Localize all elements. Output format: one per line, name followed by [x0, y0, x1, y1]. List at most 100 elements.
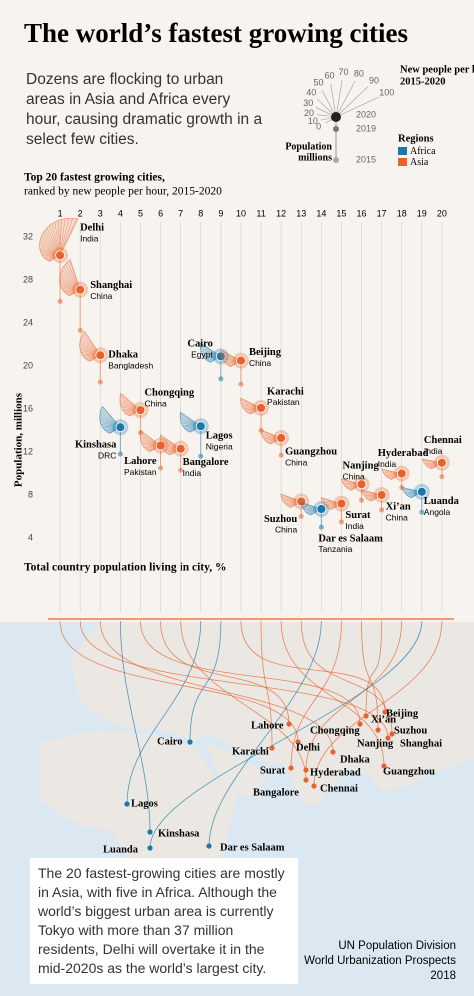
x-tick-label: 12 — [276, 208, 286, 218]
city-label: Karachi — [267, 386, 304, 397]
map-dot — [303, 767, 309, 773]
map-dot — [385, 735, 391, 741]
x-tick-label: 3 — [98, 208, 103, 218]
dot-2020 — [95, 350, 106, 361]
dot-2020 — [135, 405, 146, 415]
x-tick-label: 2 — [78, 208, 83, 218]
x-tick-label: 18 — [397, 208, 407, 218]
x-tick-label: 6 — [158, 208, 163, 218]
y-tick-label: 32 — [23, 231, 33, 241]
fan-rib — [66, 262, 81, 290]
map-label: Bangalore — [253, 787, 299, 798]
dot-2020 — [316, 504, 327, 514]
x-tick-label: 10 — [236, 208, 246, 218]
legend-dot — [333, 126, 339, 132]
y-tick-label: 4 — [28, 532, 33, 542]
legend-rib — [321, 90, 337, 118]
x-tick-label: 13 — [296, 208, 306, 218]
fan-rib — [46, 227, 61, 256]
dot-2020 — [376, 490, 387, 500]
country-label: China — [144, 398, 166, 408]
fan-rib — [59, 218, 66, 256]
fan-rib — [59, 218, 73, 256]
x-tick-label: 17 — [377, 208, 387, 218]
dot-2015 — [238, 381, 244, 387]
dot-2020 — [416, 486, 427, 497]
size-label: millions — [298, 152, 332, 163]
map-dot — [357, 721, 363, 727]
legend-tick-label: 30 — [303, 98, 313, 108]
dot-2020 — [437, 457, 447, 468]
fan-rib — [59, 218, 69, 256]
city-label: Cairo — [187, 339, 212, 350]
x-tick-label: 7 — [178, 208, 183, 218]
y-tick-label: 20 — [23, 360, 33, 370]
dot-2015 — [57, 299, 63, 304]
map-dot — [295, 739, 301, 745]
x-tick-label: 20 — [437, 208, 447, 218]
city-label: Lagos — [206, 431, 233, 442]
map-label: Chennai — [320, 783, 358, 794]
legend-subtitle: 2015-2020 — [400, 76, 446, 87]
city-label: Chongqing — [144, 387, 194, 398]
city-label: Luanda — [424, 496, 460, 507]
dot-2020 — [336, 498, 347, 509]
dot-2015 — [77, 328, 83, 334]
legend-tick-label: 50 — [313, 78, 323, 88]
dot-2020 — [236, 355, 246, 366]
dot-2015 — [359, 497, 365, 503]
x-tick-label: 9 — [218, 208, 223, 218]
dot-2015 — [278, 452, 284, 458]
fan-rib — [59, 219, 62, 256]
link — [160, 620, 290, 725]
map-dot — [330, 749, 336, 755]
country-label: China — [249, 358, 271, 368]
dot-2015 — [379, 507, 385, 513]
map-dot — [382, 709, 388, 715]
map-dot — [375, 727, 381, 733]
y-tick-label: 16 — [23, 403, 33, 413]
country-label: India — [378, 459, 397, 469]
city-label: Surat — [345, 510, 371, 521]
legend-year: 2019 — [356, 123, 376, 133]
dot-2020 — [195, 421, 206, 432]
link — [313, 620, 443, 787]
note: The 20 fastest-growing cities are mostly… — [30, 858, 298, 984]
link — [140, 620, 361, 725]
map-dot — [288, 765, 294, 771]
x-tick-label: 14 — [316, 208, 326, 218]
source: 2018 — [430, 970, 456, 982]
link — [180, 620, 307, 781]
map-label: Lagos — [131, 798, 158, 809]
map-label: Delhi — [296, 742, 320, 753]
link — [119, 620, 151, 833]
map-dot — [124, 801, 130, 807]
legend-tick-label: 70 — [338, 67, 348, 77]
city-label: Kinshasa — [75, 440, 117, 451]
x-tick-label: 8 — [198, 208, 203, 218]
city-label: Guangzhou — [285, 446, 337, 457]
y-tick-label: 24 — [23, 317, 33, 327]
dot-2015 — [298, 514, 304, 519]
bar-title: Total country population living in city,… — [24, 562, 226, 574]
map-dot — [206, 843, 212, 849]
legend-tick-label: 40 — [306, 87, 316, 97]
map-label: Dar es Salaam — [220, 842, 285, 853]
city-label: Beijing — [249, 347, 282, 358]
legend-swatch — [398, 158, 407, 166]
link — [189, 620, 222, 743]
legend-label: Asia — [410, 157, 429, 168]
map-label: Chongqing — [310, 725, 360, 736]
dot-2020 — [115, 422, 126, 433]
legend-rib — [330, 83, 337, 118]
city-label: Delhi — [80, 223, 104, 234]
y-axis-label: Population, millions — [13, 392, 25, 487]
map-label: Shanghai — [400, 738, 442, 749]
map-dot — [311, 783, 317, 789]
country-label: Egypt — [191, 350, 213, 360]
map-label: Cairo — [157, 736, 182, 747]
dot-2020 — [396, 468, 407, 479]
title: The world’s fastest growing cities — [24, 18, 408, 48]
country-label: China — [343, 472, 365, 482]
map-dot — [303, 777, 309, 783]
